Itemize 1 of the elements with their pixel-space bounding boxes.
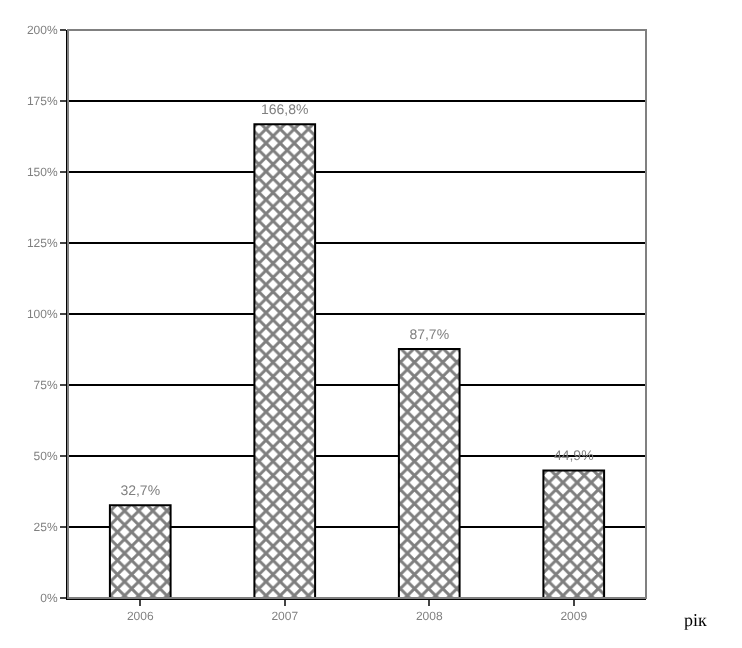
x-axis-title: рік [684, 610, 708, 630]
